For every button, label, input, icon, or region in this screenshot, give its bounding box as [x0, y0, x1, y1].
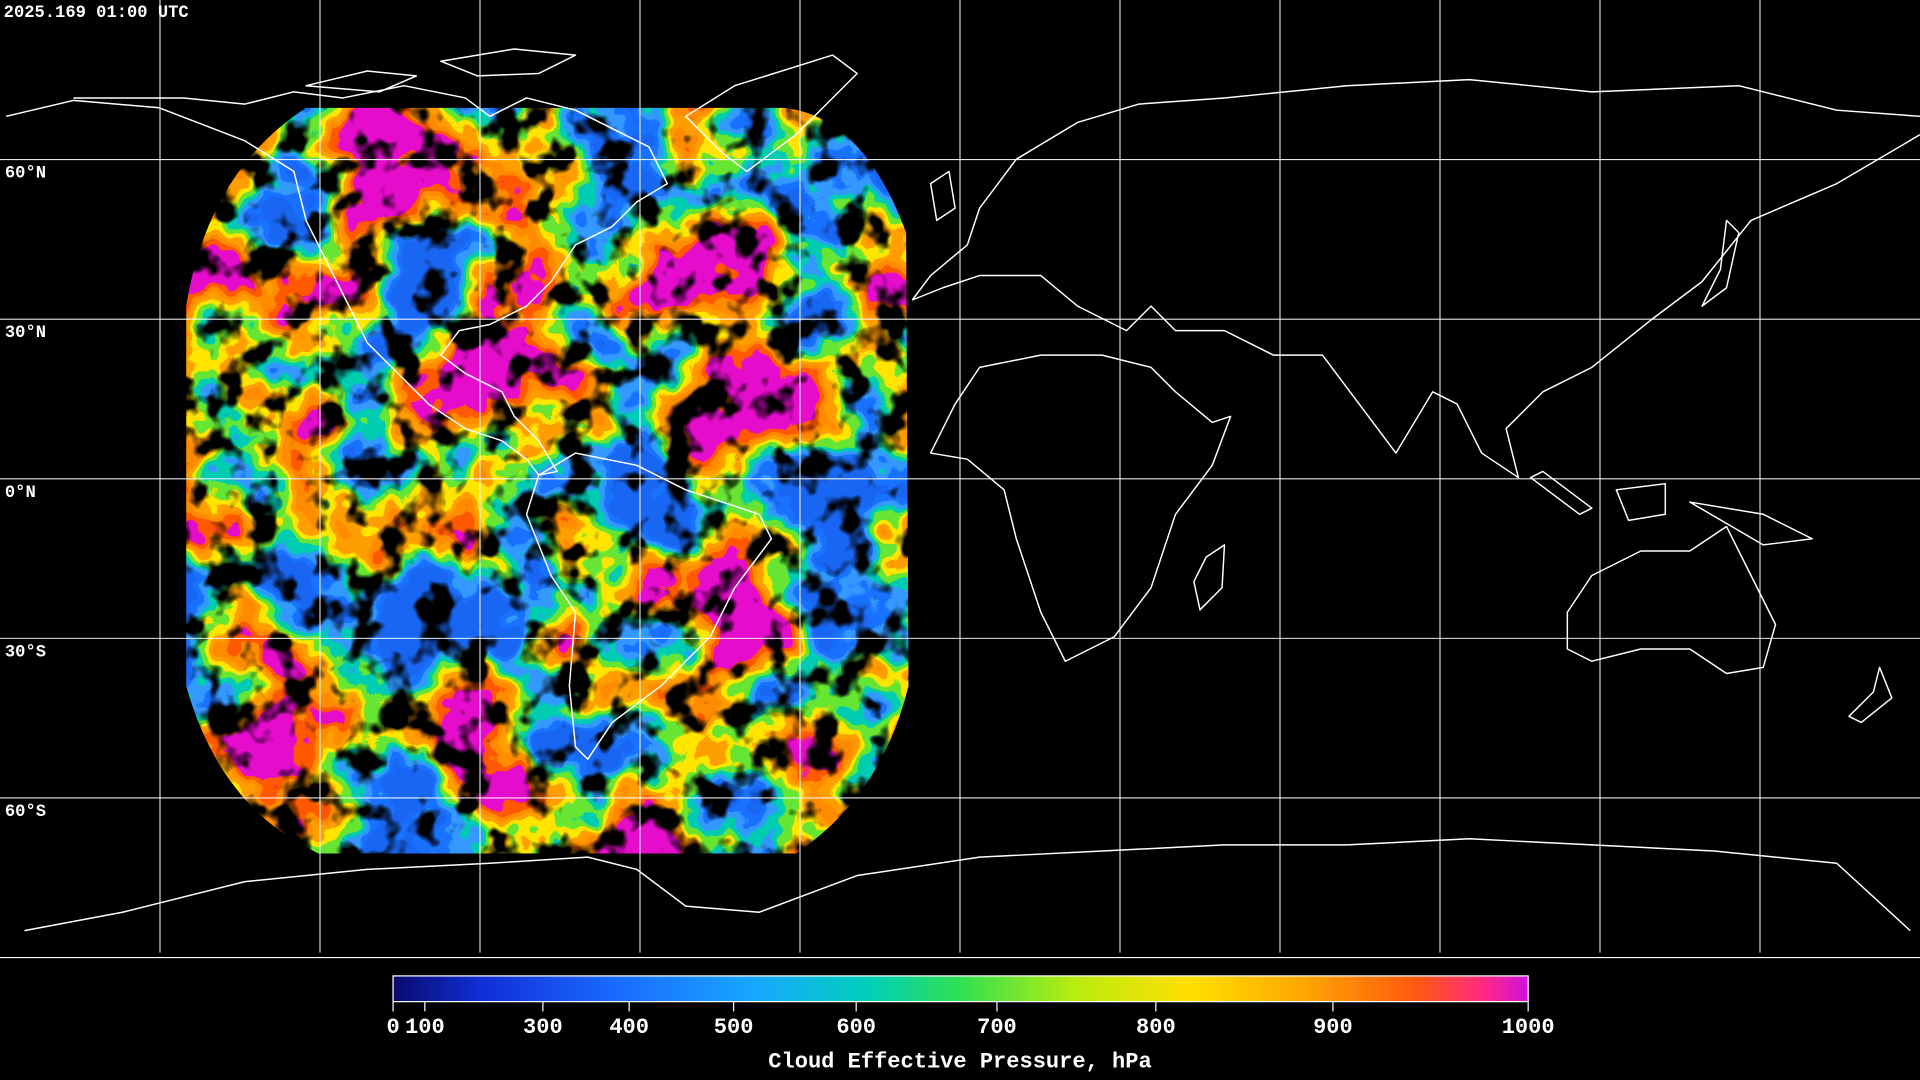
timestamp-title: 2025.169 01:00 UTC	[4, 4, 189, 23]
colorbar-tick-label: 0	[386, 1015, 399, 1040]
colorbar-tick-label: 700	[977, 1015, 1017, 1040]
japan	[1701, 219, 1740, 307]
latitude-label: 30°N	[5, 324, 46, 343]
africa	[929, 354, 1232, 662]
satellite-imagery	[186, 107, 909, 854]
north-america	[5, 84, 669, 476]
greenland	[684, 54, 858, 173]
colorbar-tick-label: 500	[714, 1015, 754, 1040]
latitude-label: 60°S	[5, 803, 46, 822]
colorbar-tick-label: 300	[523, 1015, 563, 1040]
cloud-pressure-field	[186, 107, 909, 854]
coastlines	[5, 48, 1920, 932]
latitude-label: 0°N	[5, 484, 36, 503]
colorbar-tick-label: 800	[1136, 1015, 1176, 1040]
latitude-label: 30°S	[5, 643, 46, 662]
british-isles	[929, 170, 956, 222]
colorbar	[392, 975, 1529, 1003]
arctic-islands	[305, 48, 577, 93]
colorbar-tick-label: 600	[836, 1015, 876, 1040]
colorbar-tick-label: 1000	[1502, 1015, 1555, 1040]
south-america	[525, 452, 773, 760]
madagascar	[1193, 544, 1226, 611]
latitude-label: 60°N	[5, 165, 46, 184]
eurasia	[911, 78, 1920, 479]
colorbar-label: Cloud Effective Pressure, hPa	[768, 1049, 1151, 1074]
indonesia	[1529, 470, 1813, 546]
colorbar-tick-label: 900	[1313, 1015, 1353, 1040]
new-zealand	[1848, 666, 1893, 724]
antarctica	[24, 838, 1911, 932]
colorbar-tick-label: 100	[405, 1015, 445, 1040]
colorbar-tick-label: 400	[609, 1015, 649, 1040]
